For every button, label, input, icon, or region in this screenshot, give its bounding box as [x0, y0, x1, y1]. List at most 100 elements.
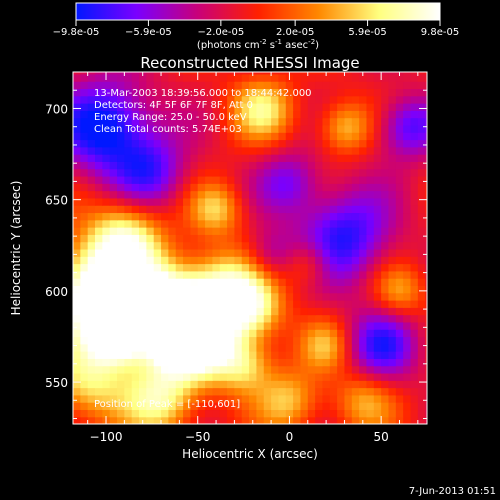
heatmap-cell	[410, 212, 419, 221]
heatmap-cell	[300, 278, 309, 286]
heatmap-cell	[95, 234, 103, 243]
heatmap-cell	[315, 343, 324, 352]
heatmap-cell	[337, 132, 346, 141]
heatmap-cell	[161, 219, 169, 228]
heatmap-cell	[329, 285, 338, 294]
heatmap-cell	[351, 241, 360, 250]
heatmap-cell	[381, 372, 390, 381]
heatmap-cell	[307, 124, 316, 133]
heatmap-cell	[381, 95, 390, 104]
heatmap-cell	[293, 132, 302, 141]
heatmap-cell	[293, 124, 302, 133]
heatmap-cell	[212, 387, 221, 396]
heatmap-cell	[307, 139, 316, 148]
heatmap-cell	[373, 285, 382, 294]
heatmap-cell	[205, 212, 213, 221]
heatmap-cell	[410, 168, 419, 177]
heatmap-cell	[87, 72, 96, 75]
heatmap-cell	[366, 336, 375, 345]
heatmap-cell	[175, 387, 184, 396]
heatmap-cell	[425, 124, 427, 133]
heatmap-cell	[205, 365, 213, 374]
heatmap-cell	[322, 190, 331, 199]
heatmap-cell	[197, 343, 206, 352]
heatmap-cell	[271, 117, 280, 126]
heatmap-cell	[73, 234, 81, 243]
heatmap-cell	[234, 358, 243, 367]
heatmap-cell	[285, 161, 294, 170]
heatmap-cell	[373, 175, 382, 184]
heatmap-cell	[351, 394, 360, 403]
heatmap-cell	[183, 124, 191, 133]
heatmap-cell	[366, 117, 375, 126]
heatmap-cell	[366, 263, 375, 272]
heatmap-cell	[80, 168, 89, 177]
heatmap-cell	[381, 117, 390, 126]
heatmap-cell	[300, 227, 309, 235]
heatmap-cell	[117, 146, 125, 155]
heatmap-cell	[307, 270, 316, 279]
heatmap-cell	[410, 358, 419, 367]
heatmap-cell	[124, 372, 133, 381]
heatmap-cell	[417, 278, 426, 286]
heatmap-cell	[175, 270, 184, 279]
heatmap-cell	[73, 372, 81, 381]
heatmap-cell	[212, 329, 221, 338]
heatmap-cell	[168, 73, 177, 82]
heatmap-cell	[131, 168, 140, 177]
heatmap-cell	[425, 372, 427, 381]
heatmap-cell	[285, 372, 294, 381]
heatmap-cell	[329, 154, 338, 162]
heatmap-cell	[256, 139, 265, 148]
heatmap-cell	[329, 314, 338, 323]
heatmap-cell	[359, 205, 368, 214]
heatmap-cell	[87, 351, 96, 359]
heatmap-cell	[139, 161, 147, 170]
heatmap-cell	[109, 103, 118, 111]
heatmap-cell	[359, 95, 368, 104]
heatmap-cell	[417, 175, 426, 184]
heatmap-cell	[425, 197, 427, 206]
heatmap-cell	[381, 110, 390, 119]
heatmap-cell	[175, 146, 184, 155]
heatmap-cell	[337, 329, 346, 338]
heatmap-cell	[212, 365, 221, 374]
heatmap-cell	[109, 139, 118, 148]
heatmap-cell	[322, 402, 331, 411]
heatmap-cell	[293, 256, 302, 265]
heatmap-cell	[256, 270, 265, 279]
heatmap-cell	[366, 343, 375, 352]
heatmap-cell	[337, 292, 346, 301]
heatmap-cell	[410, 248, 419, 257]
heatmap-cell	[124, 103, 133, 111]
heatmap-cell	[146, 197, 155, 206]
heatmap-cell	[271, 329, 280, 338]
heatmap-cell	[337, 103, 346, 111]
heatmap-cell	[249, 307, 258, 316]
heatmap-cell	[373, 205, 382, 214]
heatmap-cell	[241, 270, 250, 279]
heatmap-cell	[249, 336, 258, 345]
heatmap-cell	[417, 161, 426, 170]
heatmap-cell	[80, 292, 89, 301]
heatmap-cell	[395, 241, 404, 250]
heatmap-cell	[234, 72, 243, 75]
heatmap-cell	[395, 307, 404, 316]
heatmap-cell	[293, 329, 302, 338]
heatmap-cell	[249, 73, 258, 82]
heatmap-cell	[87, 168, 96, 177]
heatmap-cell	[344, 299, 353, 308]
heatmap-cell	[373, 358, 382, 367]
heatmap-cell	[168, 270, 177, 279]
heatmap-cell	[227, 365, 236, 374]
heatmap-cell	[293, 241, 302, 250]
heatmap-cell	[395, 117, 404, 126]
heatmap-cell	[95, 256, 103, 265]
heatmap-cell	[417, 197, 426, 206]
heatmap-cell	[124, 270, 133, 279]
heatmap-cell	[285, 117, 294, 126]
heatmap-cell	[381, 81, 390, 90]
heatmap-cell	[285, 183, 294, 192]
heatmap-cell	[278, 197, 287, 206]
heatmap-cell	[344, 278, 353, 286]
